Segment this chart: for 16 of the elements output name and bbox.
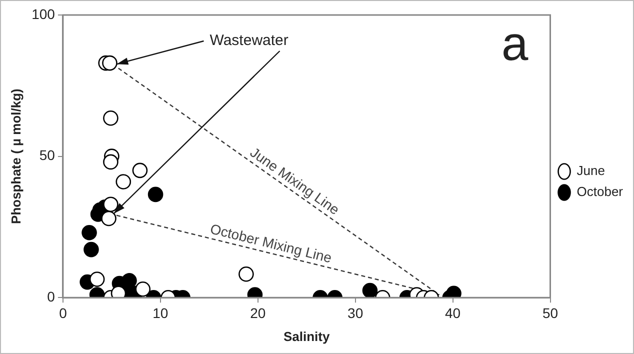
x-tick-label: 40: [445, 304, 461, 321]
y-tick-label: 50: [39, 147, 56, 164]
x-tick-label: 0: [59, 304, 68, 321]
y-tick-label: 0: [47, 288, 56, 304]
y-axis-title: Phosphate ( µ mol/kg): [8, 88, 24, 224]
x-tick-label: 10: [152, 304, 168, 321]
x-tick-label: 30: [348, 304, 364, 321]
y-tick-label: 100: [32, 6, 56, 22]
legend-label: October: [576, 184, 624, 200]
annotation: a: [502, 18, 529, 72]
legend-label: June: [576, 163, 605, 178]
annotation: October Mixing Line: [208, 220, 334, 266]
x-tick-label: 20: [250, 304, 266, 321]
x-tick-label: 50: [542, 304, 558, 321]
x-axis-title: Salinity: [283, 328, 330, 344]
annotation: Wastewater: [210, 32, 288, 50]
